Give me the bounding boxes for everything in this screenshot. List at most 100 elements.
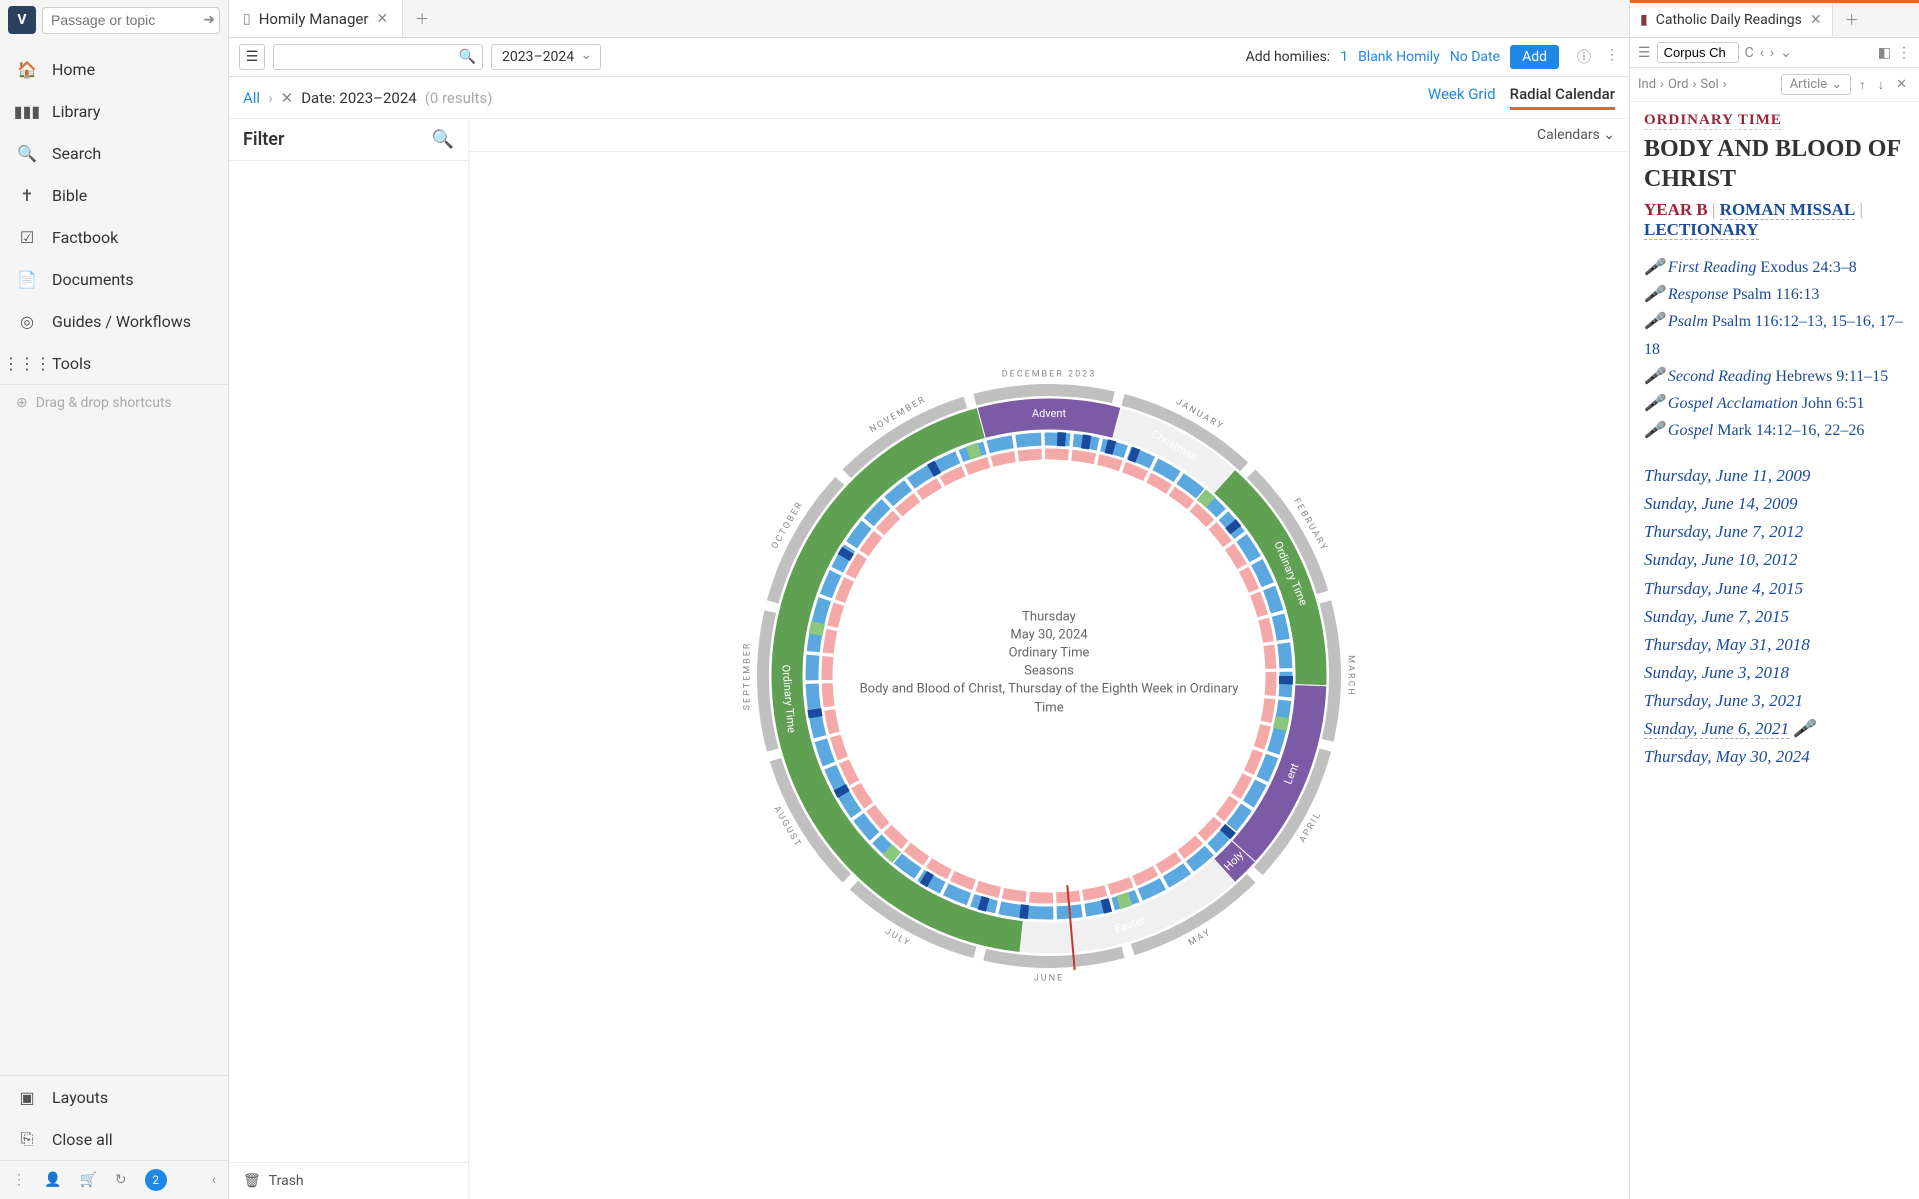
date-link[interactable]: Sunday, June 3, 2018 bbox=[1644, 659, 1905, 687]
no-date-link[interactable]: No Date bbox=[1450, 49, 1500, 65]
reading-label: 🎤 Psalm bbox=[1644, 313, 1708, 330]
radial-calendar-chart[interactable]: DECEMBER 2023JANUARYFEBRUARYMARCHAPRILMA… bbox=[729, 356, 1369, 996]
nav-guides[interactable]: ◎Guides / Workflows bbox=[0, 300, 228, 342]
nav-close-all[interactable]: ⎘Close all bbox=[0, 1118, 228, 1160]
dates-list: Thursday, June 11, 2009Sunday, June 14, … bbox=[1644, 462, 1905, 771]
date-link[interactable]: Thursday, June 3, 2021 bbox=[1644, 687, 1905, 715]
reader-location-input[interactable] bbox=[1657, 42, 1739, 63]
reading-ref[interactable]: Mark 14:12–16, 22–26 bbox=[1717, 422, 1864, 439]
crumb[interactable]: Ind bbox=[1638, 77, 1656, 92]
nav-label: Documents bbox=[52, 270, 134, 289]
date-link[interactable]: Thursday, June 4, 2015 bbox=[1644, 575, 1905, 603]
date-link[interactable]: Sunday, June 10, 2012 bbox=[1644, 546, 1905, 574]
crumb-remove[interactable]: ✕ bbox=[281, 89, 294, 107]
passage-search-input[interactable] bbox=[51, 12, 191, 28]
missal-link[interactable]: ROMAN MISSAL bbox=[1720, 200, 1856, 220]
trash-button[interactable]: 🗑 Trash bbox=[229, 1162, 468, 1199]
nav-library[interactable]: ▮▮▮Library bbox=[0, 90, 228, 132]
reading-ref[interactable]: John 6:51 bbox=[1802, 395, 1865, 412]
nav-factbook[interactable]: ☑Factbook bbox=[0, 216, 228, 258]
date-link[interactable]: Sunday, June 6, 2021 🎤 bbox=[1644, 715, 1905, 743]
library-icon: ▮▮▮ bbox=[16, 100, 38, 122]
add-button[interactable]: Add bbox=[1510, 45, 1559, 69]
next-icon[interactable]: › bbox=[1770, 45, 1774, 61]
passage-search[interactable]: ➜ bbox=[42, 7, 220, 34]
calendars-dropdown[interactable]: Calendars ⌄ bbox=[1537, 127, 1615, 143]
nav-home[interactable]: 🏠Home bbox=[0, 48, 228, 90]
reader-tab[interactable]: ▮ Catholic Daily Readings ✕ bbox=[1630, 3, 1833, 37]
radial-center-text: Thursday May 30, 2024 Ordinary Time Seas… bbox=[849, 608, 1249, 717]
tab-add[interactable]: ＋ bbox=[403, 0, 441, 37]
close-icon[interactable]: ✕ bbox=[376, 11, 388, 27]
year-select[interactable]: 2023–2024 bbox=[491, 44, 601, 70]
season-heading: ORDINARY TIME bbox=[1644, 112, 1782, 130]
count-link[interactable]: 1 bbox=[1340, 49, 1348, 65]
filter-pane: Filter 🔍 🗑 Trash bbox=[229, 119, 469, 1199]
app-logo[interactable]: V bbox=[8, 6, 36, 34]
up-icon[interactable]: ↑ bbox=[1855, 77, 1870, 93]
reading-label: 🎤 Gospel bbox=[1644, 422, 1713, 439]
collapse-icon[interactable]: ‹ bbox=[212, 1172, 216, 1188]
more-icon[interactable]: ⋮ bbox=[12, 1172, 26, 1188]
tab-homily-manager[interactable]: ▯ Homily Manager ✕ bbox=[229, 0, 403, 37]
homily-search[interactable]: 🔍 bbox=[273, 44, 483, 70]
main-panel: ▯ Homily Manager ✕ ＋ ☰ 🔍 2023–2024 Add h… bbox=[229, 0, 1629, 1199]
info-icon[interactable]: ⓘ bbox=[1577, 47, 1591, 67]
date-link[interactable]: Thursday, June 11, 2009 bbox=[1644, 462, 1905, 490]
panel-menu-icon[interactable]: ☰ bbox=[1638, 45, 1651, 61]
close-all-icon: ⎘ bbox=[16, 1128, 38, 1150]
reading-ref[interactable]: Exodus 24:3–8 bbox=[1760, 259, 1856, 276]
filter-crumbs: All › ✕ Date: 2023–2024 (0 results) Week… bbox=[229, 77, 1629, 119]
crumb-all[interactable]: All bbox=[243, 89, 260, 107]
cart-icon[interactable]: 🛒 bbox=[79, 1172, 96, 1188]
nav-tools[interactable]: ⋮⋮⋮Tools bbox=[0, 342, 228, 384]
nav-bible[interactable]: ✝Bible bbox=[0, 174, 228, 216]
reading-row: 🎤 Gospel Acclamation John 6:51 bbox=[1644, 390, 1905, 417]
nav-label: Search bbox=[52, 144, 101, 163]
more-icon[interactable]: ⋮ bbox=[1605, 47, 1619, 67]
crumb-results: (0 results) bbox=[425, 89, 493, 107]
user-icon[interactable]: 👤 bbox=[44, 1172, 61, 1188]
search-go-icon[interactable]: ➜ bbox=[203, 12, 215, 28]
blank-homily-link[interactable]: Blank Homily bbox=[1358, 49, 1440, 65]
reading-ref[interactable]: Psalm 116:13 bbox=[1732, 286, 1819, 303]
nav-label: Factbook bbox=[52, 228, 118, 247]
nav-list: 🏠Home ▮▮▮Library 🔍Search ✝Bible ☑Factboo… bbox=[0, 40, 228, 1075]
more-icon[interactable]: ⋮ bbox=[1897, 45, 1911, 61]
filter-search-icon[interactable]: 🔍 bbox=[432, 129, 454, 150]
view-mode-select[interactable]: Article ⌄ bbox=[1781, 74, 1851, 95]
guides-icon: ◎ bbox=[16, 310, 38, 332]
date-link[interactable]: Sunday, June 7, 2015 bbox=[1644, 603, 1905, 631]
left-sidebar: V ➜ 🏠Home ▮▮▮Library 🔍Search ✝Bible ☑Fac… bbox=[0, 0, 229, 1199]
sync-icon[interactable]: ↻ bbox=[115, 1172, 127, 1188]
crumb[interactable]: Ord bbox=[1668, 77, 1689, 92]
svg-text:SEPTEMBER: SEPTEMBER bbox=[742, 641, 752, 710]
week-grid-tab[interactable]: Week Grid bbox=[1428, 85, 1496, 110]
tab-title: Homily Manager bbox=[259, 10, 369, 28]
nav-search[interactable]: 🔍Search bbox=[0, 132, 228, 174]
down-icon[interactable]: ↓ bbox=[1874, 77, 1889, 93]
notification-badge[interactable]: 2 bbox=[145, 1169, 167, 1191]
close-crumbs-icon[interactable]: ✕ bbox=[1892, 77, 1911, 92]
date-link[interactable]: Thursday, May 31, 2018 bbox=[1644, 631, 1905, 659]
panel-menu-button[interactable]: ☰ bbox=[239, 44, 265, 70]
reader-tab-add[interactable]: ＋ bbox=[1833, 3, 1871, 37]
nav-label: Home bbox=[52, 60, 95, 79]
history-icon[interactable]: C bbox=[1745, 45, 1754, 61]
date-link[interactable]: Sunday, June 14, 2009 bbox=[1644, 490, 1905, 518]
layouts-icon: ▣ bbox=[16, 1086, 38, 1108]
close-icon[interactable]: ✕ bbox=[1810, 12, 1822, 28]
columns-icon[interactable]: ◧ bbox=[1878, 45, 1891, 61]
date-link[interactable]: Thursday, June 7, 2012 bbox=[1644, 518, 1905, 546]
crumb[interactable]: Sol bbox=[1700, 77, 1718, 92]
date-link[interactable]: Thursday, May 30, 2024 bbox=[1644, 743, 1905, 771]
prev-icon[interactable]: ‹ bbox=[1760, 45, 1764, 61]
nav-layouts[interactable]: ▣Layouts bbox=[0, 1076, 228, 1118]
radial-calendar-tab[interactable]: Radial Calendar bbox=[1510, 85, 1615, 110]
nav-documents[interactable]: 📄 Documents bbox=[0, 258, 228, 300]
lectionary-link[interactable]: LECTIONARY bbox=[1644, 220, 1759, 240]
reading-ref[interactable]: Hebrews 9:11–15 bbox=[1775, 368, 1888, 385]
reading-label: 🎤 Response bbox=[1644, 286, 1728, 303]
chevron-down-icon[interactable]: ⌄ bbox=[1780, 45, 1792, 61]
documents-icon: 📄 bbox=[16, 268, 38, 290]
